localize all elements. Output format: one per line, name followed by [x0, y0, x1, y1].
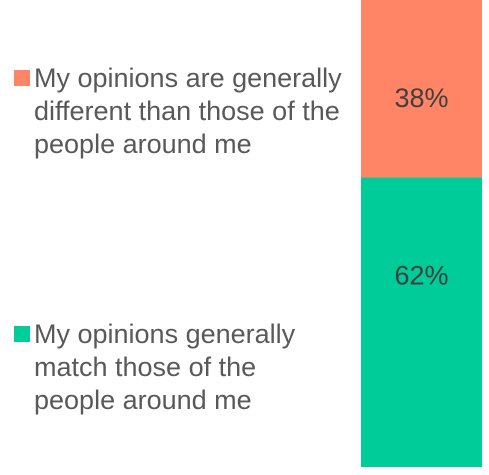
data-label-0: 62% [394, 260, 448, 290]
legend-label-different: My opinions are generally different than… [34, 63, 342, 159]
bar-segment-0 [361, 177, 482, 467]
data-label-1: 38% [394, 83, 448, 113]
legend-swatch-match [14, 326, 30, 342]
bar-segment-1 [361, 0, 482, 178]
legend-swatch-different [14, 70, 30, 86]
legend-label-match: My opinions generally match those of the… [34, 319, 296, 415]
